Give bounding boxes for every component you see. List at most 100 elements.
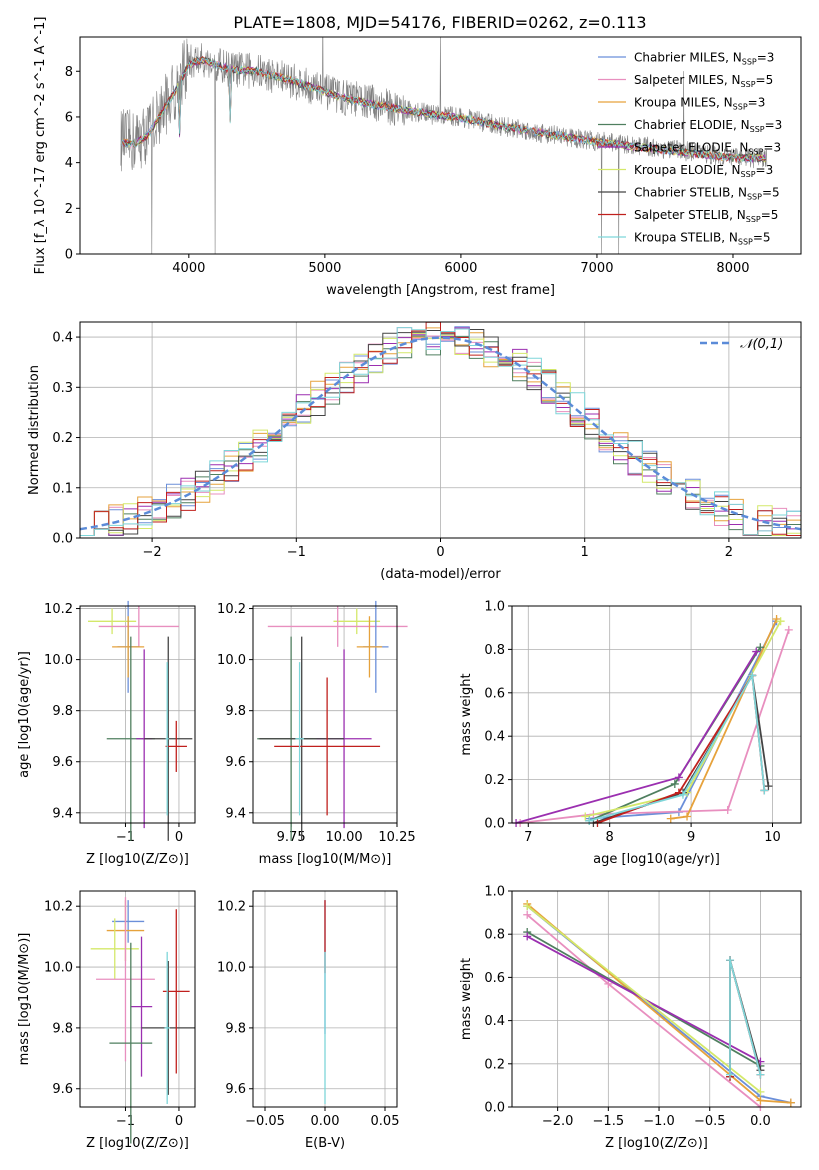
x-tick-label: 0.05	[371, 1114, 400, 1129]
y-tick-label: 8	[65, 65, 73, 80]
x-tick-label: 8	[606, 830, 614, 845]
y-tick-label: 10.2	[217, 900, 246, 915]
x-tick-label: 9	[687, 830, 695, 845]
y-tick-label: 10.2	[44, 900, 73, 915]
x-axis-label: wavelength [Angstrom, rest frame]	[326, 283, 555, 298]
series-marker	[786, 1098, 795, 1107]
age_vs_Z-panel: −1 0 9.4 9.6 9.8 10.0 10.2 Z [log10(Z/Z⊙)] age […	[17, 600, 196, 867]
axes-frame	[79, 605, 196, 824]
series-marker	[678, 790, 687, 799]
y-tick-label: 0.2	[484, 773, 505, 788]
mass_vs_ebv-panel: −0.05 0.00 0.05 9.6 9.8 10.0 10.2 E(B-V)	[217, 890, 400, 1151]
x-axis-label: Z [log10(Z/Z⊙)]	[605, 1136, 708, 1151]
y-tick-label: 10.0	[217, 961, 246, 976]
series-line	[526, 905, 761, 1093]
x-tick-label: 10.25	[378, 830, 415, 845]
x-tick-label: −0.05	[245, 1114, 285, 1129]
histogram-step	[80, 327, 801, 536]
x-tick-label: 0.0	[750, 1114, 771, 1129]
y-tick-label: 0.3	[52, 381, 73, 396]
series-marker	[756, 1096, 765, 1105]
series-marker	[723, 805, 732, 814]
x-tick-label: 0	[436, 545, 444, 560]
x-tick-label: 6000	[444, 261, 477, 276]
series-marker	[670, 779, 679, 788]
y-tick-label: 0	[65, 248, 73, 263]
y-tick-label: 9.6	[52, 1082, 73, 1097]
model-fit-line	[120, 58, 766, 163]
x-tick-label: 10.00	[325, 830, 362, 845]
spectrum-panel: 4000 5000 6000 7000 8000 0 2 4 6 8 wavelength [Ang…	[33, 17, 802, 298]
y-axis-label: mass weight	[459, 673, 474, 755]
x-axis-label: Z [log10(Z/Z⊙)]	[86, 1136, 189, 1151]
normal-curve-line	[79, 336, 802, 531]
legend-label: Chabrier ELODIE, NSSP=3	[634, 118, 782, 134]
y-tick-label: 0.2	[484, 1057, 505, 1072]
x-tick-label: 7	[524, 830, 532, 845]
x-axis-label: age [log10(age/yr)]	[593, 852, 720, 867]
observed-spectrum-line	[120, 37, 768, 254]
legend-label: Salpeter ELODIE, NSSP=3	[634, 141, 781, 157]
y-axis-label: mass [log10(M/M⊙)]	[17, 933, 32, 1066]
y-tick-label: 0.8	[484, 643, 505, 658]
series-marker	[666, 814, 675, 823]
x-tick-label: 10	[764, 830, 781, 845]
series-marker	[748, 671, 757, 680]
x-tick-label: −2	[143, 545, 162, 560]
axes-frame	[79, 36, 802, 255]
y-tick-label: 9.8	[225, 704, 246, 719]
y-tick-label: 0.6	[484, 971, 505, 986]
series-marker	[756, 1070, 765, 1079]
series-marker	[760, 786, 769, 795]
series-marker	[776, 617, 785, 626]
y-tick-label: 0.4	[52, 331, 73, 346]
x-tick-label: 4000	[172, 261, 205, 276]
series-marker	[581, 812, 590, 821]
massweight_vs_age-panel: 7 8 9 10 0.0 0.2 0.4 0.6 0.8 1.0 age [log10(age/yr…	[459, 600, 802, 867]
legend-label: Salpeter MILES, NSSP=5	[634, 73, 773, 89]
y-tick-label: 1.0	[484, 885, 505, 900]
y-tick-label: 9.6	[225, 1082, 246, 1097]
y-tick-label: 9.8	[225, 1021, 246, 1036]
axes-frame	[79, 890, 196, 1108]
y-tick-label: 0.1	[52, 481, 73, 496]
y-axis-label: Flux [f_λ 10^-17 erg cm^-2 s^-1 A^-1]	[33, 17, 48, 275]
y-tick-label: 10.2	[217, 602, 246, 617]
series-line	[526, 914, 761, 1108]
x-axis-label: E(B-V)	[305, 1136, 345, 1151]
y-tick-label: 10.2	[44, 602, 73, 617]
x-tick-label: −1	[116, 1114, 135, 1129]
axes-frame	[252, 890, 398, 1108]
x-tick-label: −2.0	[542, 1114, 574, 1129]
x-tick-label: −1	[116, 830, 135, 845]
axes-frame	[511, 605, 802, 824]
massweight_vs_Z-panel: −2.0 −1.5 −1.0 −0.5 0.0 0.0 0.2 0.4 0.6 0.8 1.0 Z […	[459, 885, 802, 1151]
x-tick-label: 8000	[716, 261, 749, 276]
x-tick-label: 0.00	[311, 1114, 340, 1129]
axes-frame	[511, 890, 802, 1108]
legend-label: Kroupa MILES, NSSP=3	[634, 96, 765, 112]
y-tick-label: 0.0	[52, 532, 73, 547]
series-line	[515, 651, 757, 824]
series-line	[593, 672, 770, 824]
y-tick-label: 0.4	[484, 1014, 505, 1029]
y-tick-label: 1.0	[484, 600, 505, 615]
y-tick-label: 0.0	[484, 1101, 505, 1116]
y-tick-label: 0.4	[484, 730, 505, 745]
x-tick-label: 5000	[308, 261, 341, 276]
x-tick-label: 7000	[580, 261, 613, 276]
x-axis-label: Z [log10(Z/Z⊙)]	[86, 852, 189, 867]
y-tick-label: 0.0	[484, 817, 505, 832]
legend-label: Chabrier STELIB, NSSP=5	[634, 186, 780, 202]
series-marker	[784, 625, 793, 634]
series-marker	[756, 1087, 765, 1096]
mass_vs_Z-panel: −1 0 9.6 9.8 10.0 10.2 Z [log10(Z/Z⊙)] mass [lo…	[17, 890, 196, 1151]
x-tick-label: −1.5	[593, 1114, 625, 1129]
y-tick-label: 9.4	[52, 806, 73, 821]
y-tick-label: 9.4	[225, 806, 246, 821]
series-marker	[764, 782, 773, 791]
x-axis-label: (data-model)/error	[380, 567, 501, 582]
y-tick-label: 9.6	[225, 755, 246, 770]
x-axis-label: mass [log10(M/M⊙)]	[259, 852, 392, 867]
